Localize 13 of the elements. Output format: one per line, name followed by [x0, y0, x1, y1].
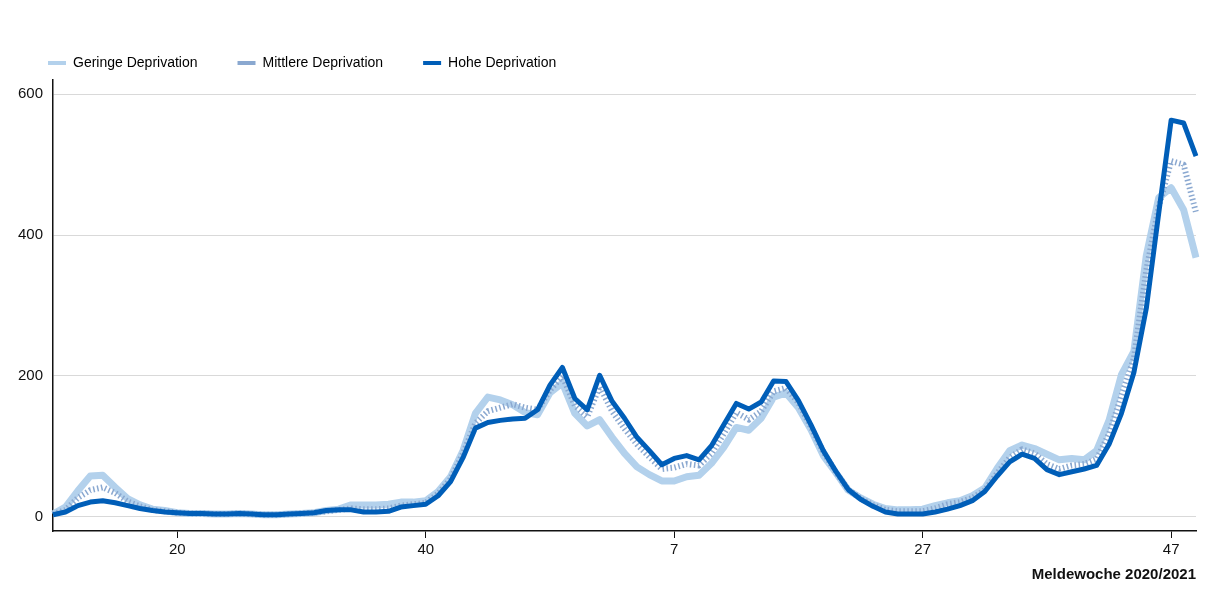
y-tick-label: 200 [18, 366, 44, 384]
x-tick-label: 27 [914, 540, 932, 558]
x-tick-label: 47 [1162, 540, 1180, 558]
legend-label: Geringe Deprivation [73, 53, 198, 70]
x-tick-label: 20 [168, 540, 186, 558]
x-axis-title: Meldewoche 2020/2021 [1031, 565, 1196, 583]
y-tick-label: 0 [34, 507, 44, 525]
x-tick-label: 7 [670, 540, 679, 558]
x-tick-label: 40 [417, 540, 435, 558]
y-tick-label: 400 [18, 225, 44, 243]
legend-label: Mittlere Deprivation [262, 53, 384, 70]
legend-label: Hohe Deprivation [448, 53, 557, 70]
y-tick-label: 600 [18, 84, 44, 102]
